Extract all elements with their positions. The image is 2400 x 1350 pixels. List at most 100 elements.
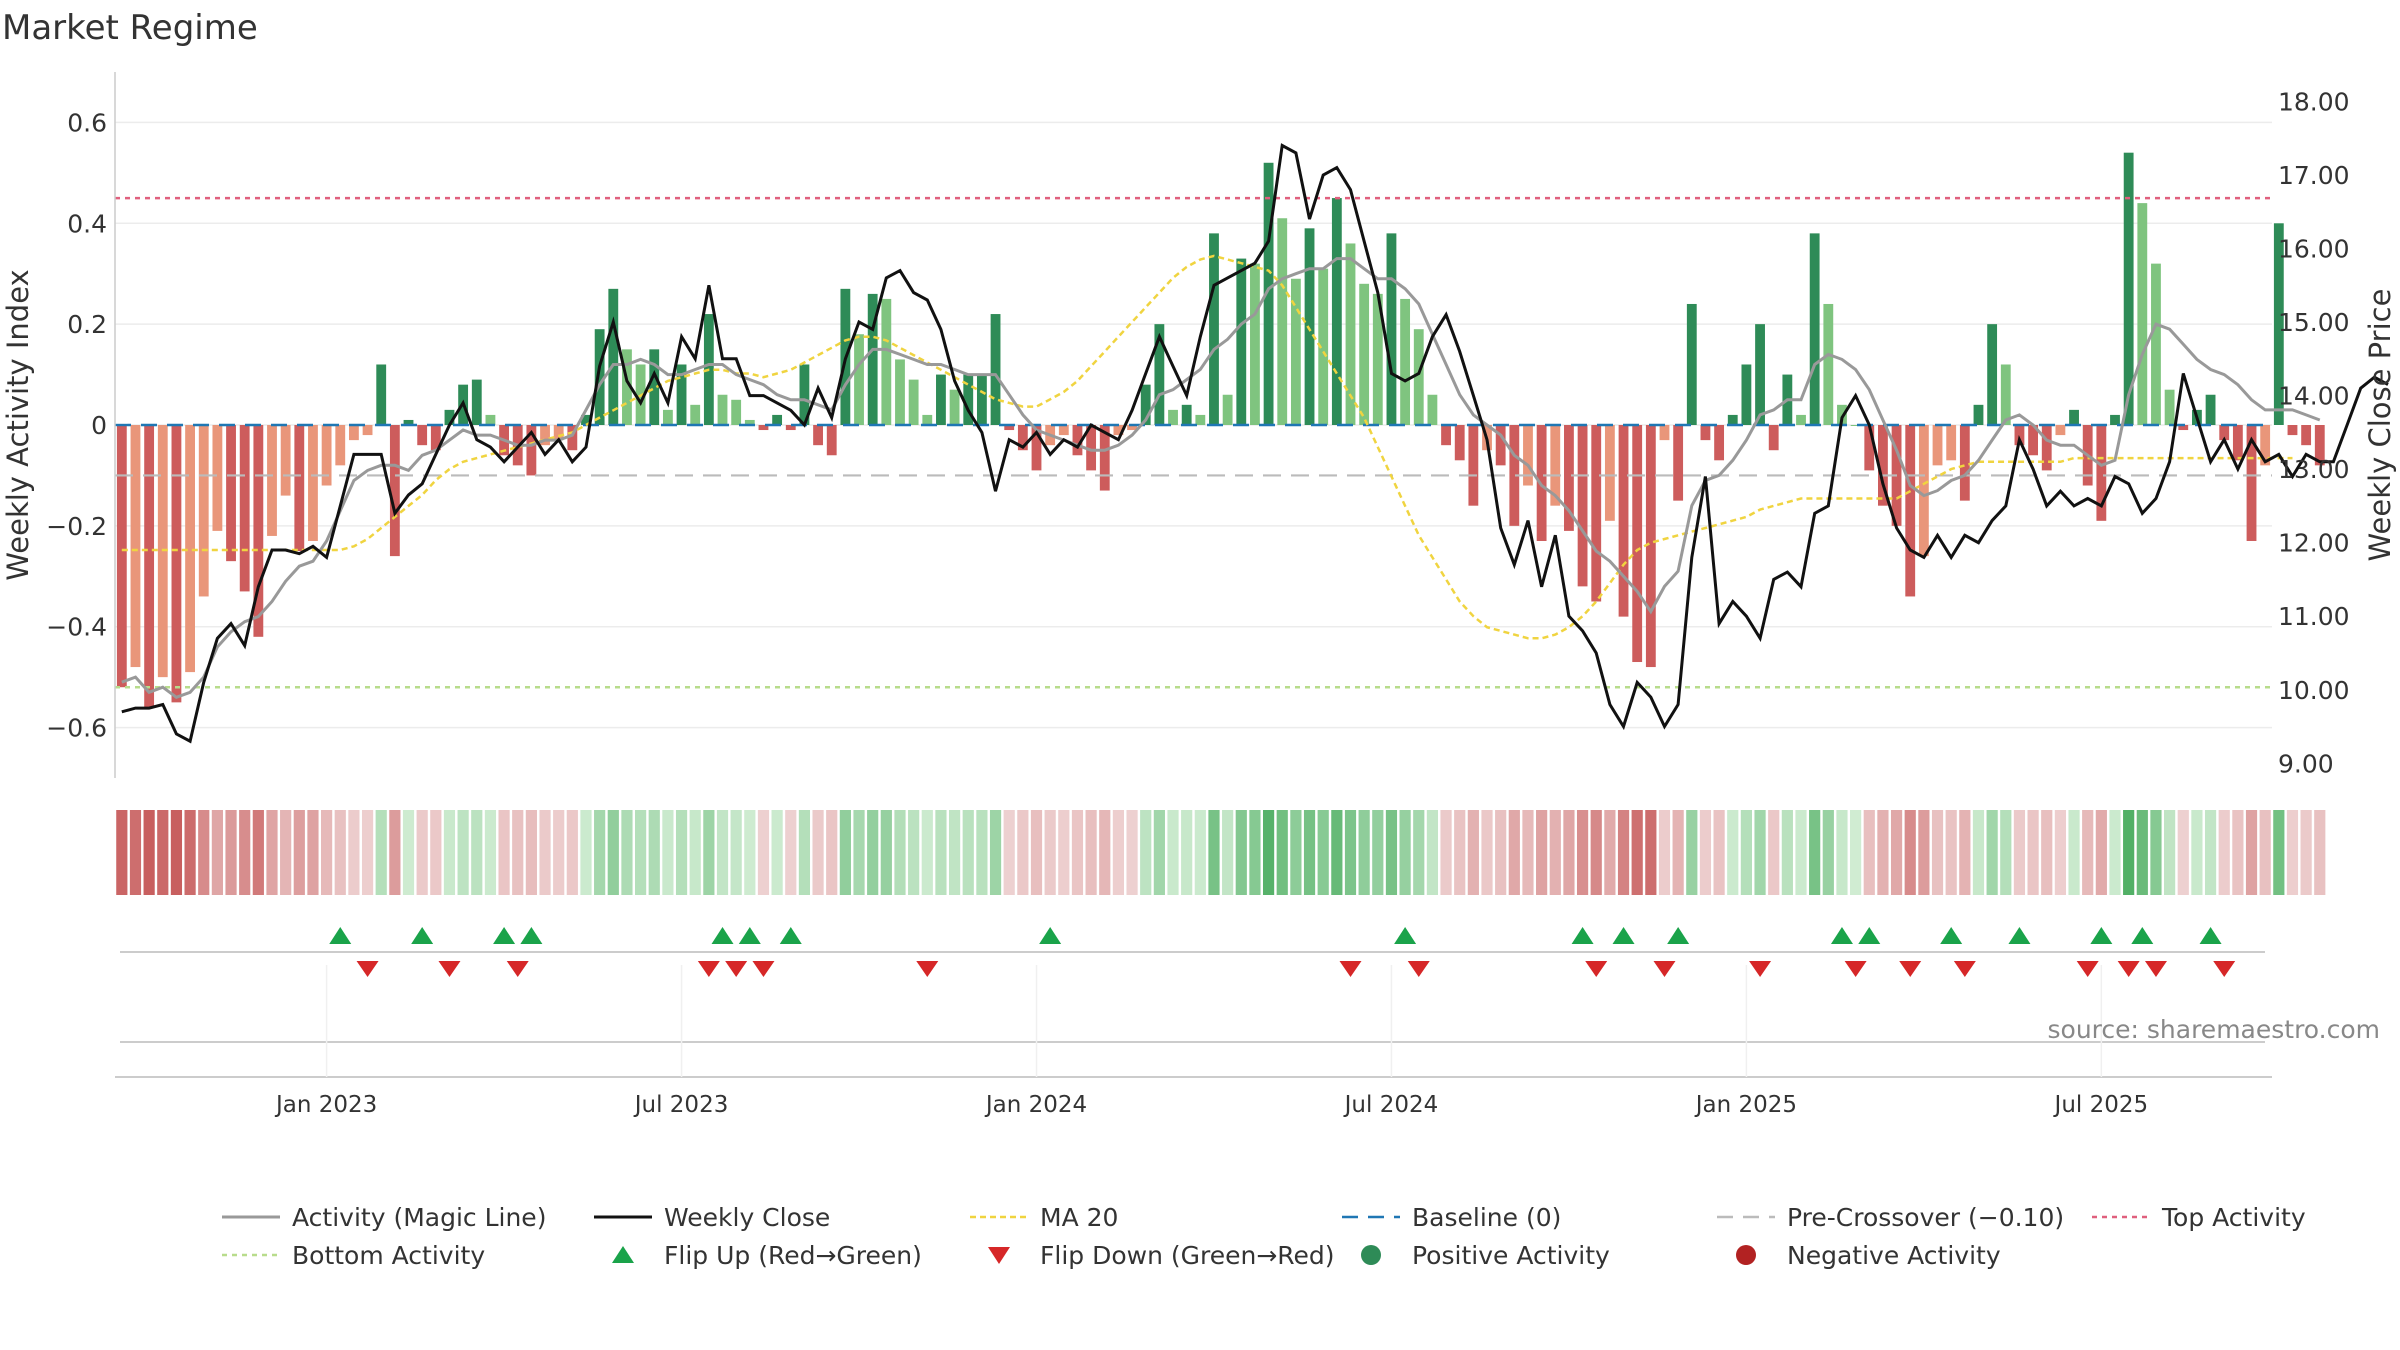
legend-item-precross: Pre-Crossover (−0.10) [1715,1198,2064,1236]
regime-cell [1017,810,1029,895]
activity-bar [1304,228,1315,425]
regime-cell [471,810,483,895]
activity-bar [1140,384,1151,425]
activity-bar [1918,425,1929,557]
regime-cell [1235,810,1247,895]
regime-cell [1809,810,1821,895]
activity-bar [2301,425,2312,446]
legend-symbol-ma [968,1198,1030,1236]
activity-bar [239,425,250,592]
activity-bar [1523,425,1533,486]
y-tick-label: 0.4 [67,209,107,238]
regime-cell [1645,810,1657,895]
regime-cell [1481,810,1493,895]
regime-cell [1727,810,1739,895]
regime-cell [1795,810,1807,895]
regime-cell [457,810,469,895]
regime-cell [1972,810,1985,895]
regime-cell [307,810,319,895]
activity-bar [2014,425,2025,446]
activity-bar [1495,425,1506,466]
activity-bar [1946,425,1957,461]
activity-bar [567,425,578,451]
legend-item-pos: Positive Activity [1340,1236,1610,1274]
activity-bar [2151,263,2161,425]
regime-cell [430,810,442,895]
flip-down-marker [1953,961,1976,977]
x-tick-label: Jan 2025 [1694,1092,1797,1118]
y2-tick-label: 14.00 [2278,382,2350,411]
legend: Activity (Magic Line) Weekly Close MA 20 Ba… [0,1198,2400,1308]
legend-label: Weekly Close [664,1202,831,1232]
regime-cell [1344,810,1357,895]
regime-cell [1850,810,1862,895]
activity-bar [1714,425,1725,461]
legend-label: Top Activity [2162,1202,2306,1232]
legend-symbol-magic [220,1198,282,1236]
regime-cell [1331,810,1343,895]
regime-cell [1358,810,1370,895]
regime-cell [1099,810,1111,895]
regime-cell [621,810,633,895]
flip-markers [120,927,2265,1043]
regime-cell [252,810,264,895]
activity-bar [1509,425,1520,526]
regime-strip [116,810,2326,895]
legend-item-flipup: Flip Up (Red→Green) [592,1236,922,1274]
regime-cell [2000,810,2012,895]
activity-bar [362,425,373,436]
activity-bar [1441,425,1451,446]
legend-symbol-close [592,1198,654,1236]
regime-cell [280,810,292,895]
ma20-line [121,254,2293,640]
activity-bar [308,425,318,541]
regime-cell [1822,810,1834,895]
activity-bar [649,349,660,425]
magic-line [121,257,2321,699]
legend-item-ma: MA 20 [968,1198,1118,1236]
regime-cell [771,810,783,895]
activity-bar [1017,425,1028,451]
y2-tick-label: 10.00 [2278,676,2350,705]
regime-cell [1413,810,1425,895]
activity-bar [335,425,346,466]
activity-bar [1454,425,1465,461]
activity-bar [1331,198,1342,425]
regime-cell [1549,810,1561,895]
regime-cell [2150,810,2162,895]
activity-bar [1577,425,1588,587]
activity-bar [1632,425,1643,663]
regime-cell [744,810,756,895]
regime-cell [976,810,988,895]
y2-tick-label: 15.00 [2278,308,2350,337]
x-axis: Jan 2023 Jul 2023 Jan 2024 Jul 2024 Jan 2025… [115,965,2272,1118]
activity-bar [2205,394,2216,425]
axes: 0.6 0.4 0.2 0 −0.2 −0.4 −0.6 18.00 17.00 16.00 15.… [1,72,2397,778]
regime-cell [2164,810,2176,895]
activity-bar [403,419,414,425]
regime-cell [1713,810,1725,895]
activity-bar [526,425,537,476]
x-tick-label: Jul 2024 [1343,1092,1439,1118]
series-lines [115,143,2389,744]
activity-bar [2069,409,2079,425]
flip-down-marker [2144,961,2167,977]
flip-up-marker [2008,927,2031,944]
flip-up-marker [2090,927,2113,944]
y-tick-label: 0.6 [67,108,107,137]
activity-bar [1113,425,1124,436]
regime-cell [839,810,851,895]
flip-down-marker [1407,961,1430,977]
activity-bar [1058,425,1069,436]
regime-cell [2273,810,2285,895]
activity-bar [430,425,441,451]
activity-bar [799,364,810,425]
legend-symbol-flipup [592,1236,654,1274]
activity-bar [280,425,291,496]
flip-up-marker [2199,927,2222,944]
activity-bar [813,425,823,446]
activity-bar [895,359,905,425]
regime-cell [1372,810,1384,895]
legend-symbol-precross [1715,1198,1777,1236]
regime-cell [2204,810,2217,895]
